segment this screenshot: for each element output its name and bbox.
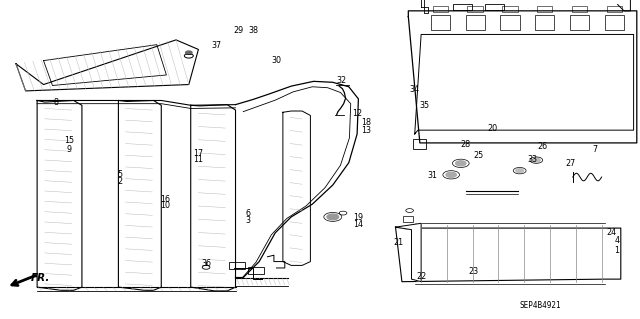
Text: 33: 33 — [527, 155, 538, 164]
Circle shape — [446, 172, 456, 177]
Text: 35: 35 — [420, 101, 430, 110]
Text: 1: 1 — [614, 246, 620, 255]
Text: 22: 22 — [416, 272, 426, 281]
Text: 3: 3 — [246, 216, 251, 225]
Text: 36: 36 — [201, 259, 211, 268]
Bar — [537, 6, 552, 12]
Text: 37: 37 — [211, 41, 221, 50]
Text: 11: 11 — [193, 155, 204, 164]
Text: 17: 17 — [193, 149, 204, 158]
Text: 10: 10 — [160, 201, 170, 210]
Bar — [465, 15, 484, 30]
Text: 16: 16 — [160, 195, 170, 204]
Text: 25: 25 — [474, 151, 484, 160]
Polygon shape — [396, 223, 421, 282]
Text: FR.: FR. — [31, 272, 50, 283]
Circle shape — [456, 161, 466, 166]
Text: 20: 20 — [488, 124, 498, 133]
Circle shape — [516, 169, 524, 173]
Text: 30: 30 — [271, 56, 282, 65]
Text: 9: 9 — [67, 145, 72, 154]
Text: 7: 7 — [593, 145, 598, 154]
Bar — [572, 6, 588, 12]
Bar — [605, 15, 624, 30]
Bar — [433, 6, 448, 12]
Text: 14: 14 — [353, 220, 364, 229]
Text: 4: 4 — [614, 236, 620, 245]
Bar — [413, 139, 426, 149]
Bar — [431, 15, 450, 30]
Bar — [500, 15, 520, 30]
Circle shape — [532, 158, 540, 162]
Circle shape — [186, 51, 192, 54]
Text: 27: 27 — [566, 159, 576, 168]
Text: 31: 31 — [428, 171, 438, 180]
Bar — [229, 262, 245, 269]
Text: 8: 8 — [54, 98, 59, 107]
Bar — [502, 6, 518, 12]
Bar — [570, 15, 589, 30]
Text: 19: 19 — [353, 213, 364, 222]
Text: 38: 38 — [248, 26, 259, 35]
Text: 34: 34 — [410, 85, 420, 94]
Bar — [467, 6, 483, 12]
Text: 29: 29 — [233, 26, 243, 35]
Text: 2: 2 — [118, 177, 123, 186]
Bar — [535, 15, 554, 30]
Text: 12: 12 — [352, 109, 362, 118]
Text: 18: 18 — [361, 118, 371, 127]
Text: 23: 23 — [468, 267, 479, 276]
Text: 15: 15 — [64, 137, 74, 145]
Bar — [248, 267, 264, 274]
Text: 26: 26 — [538, 142, 548, 151]
Text: 28: 28 — [461, 140, 471, 149]
Text: 24: 24 — [607, 228, 617, 237]
Text: 32: 32 — [337, 76, 347, 85]
Text: 13: 13 — [361, 126, 371, 135]
Bar — [607, 6, 622, 12]
Bar — [403, 216, 413, 222]
Text: 5: 5 — [118, 170, 123, 179]
Text: SEP4B4921: SEP4B4921 — [520, 301, 562, 310]
Text: 21: 21 — [393, 238, 403, 247]
Text: 6: 6 — [246, 209, 251, 218]
Circle shape — [327, 214, 339, 220]
